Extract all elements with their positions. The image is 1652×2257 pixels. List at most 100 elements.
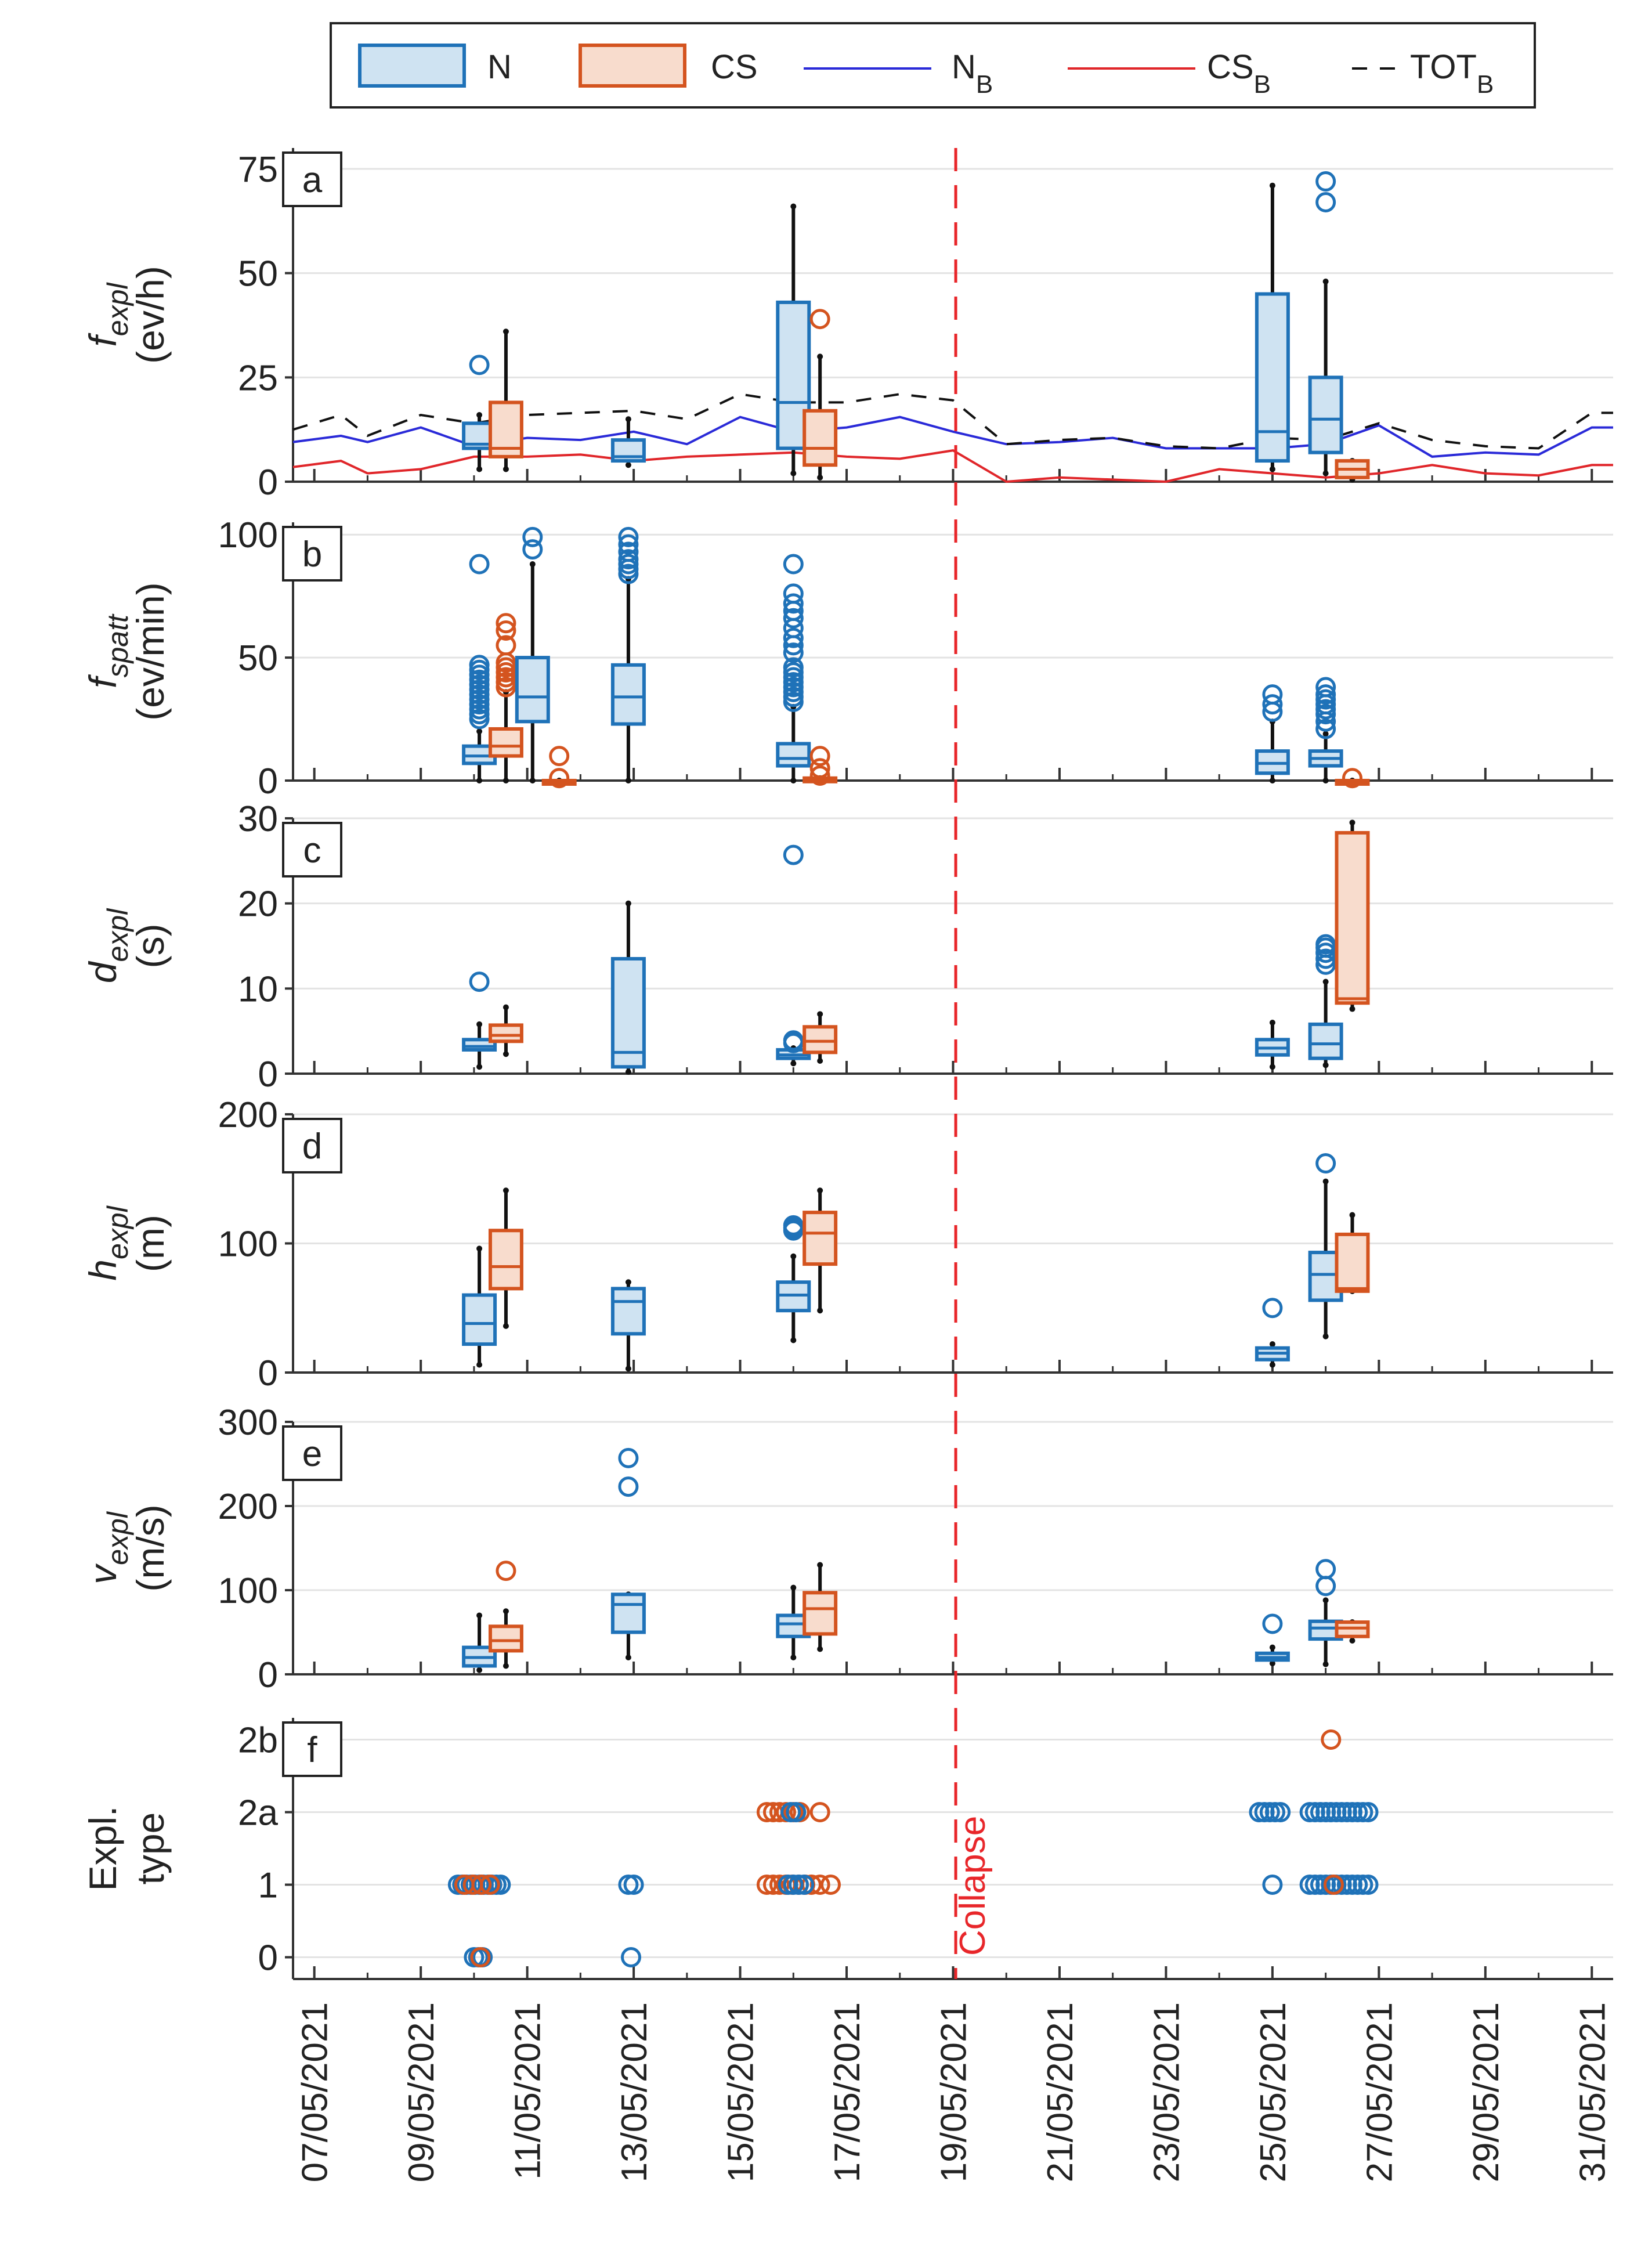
type-point-n: [1264, 1802, 1285, 1822]
whisker-cap: [625, 900, 631, 907]
outlier-point: [496, 613, 516, 634]
whisker-cap: [503, 1051, 509, 1057]
outlier-point: [1315, 1559, 1336, 1580]
panel-a: 0 25 50 75 fexpl(ev/h) a: [81, 148, 1613, 503]
outlier-point: [809, 309, 830, 330]
box-cs: [802, 1187, 838, 1314]
type-point-n: [783, 1875, 804, 1895]
whisker-cap: [1269, 182, 1275, 189]
panel-label-box: [282, 151, 342, 207]
outlier-point: [1262, 684, 1283, 705]
y-tick-label: 0: [258, 1055, 278, 1095]
whisker-cap: [503, 1608, 509, 1615]
outlier-point: [469, 554, 490, 575]
outlier-point: [618, 541, 639, 562]
whisker-cap: [503, 778, 509, 783]
y-axis-unit: (ev/min): [129, 582, 172, 720]
outlier-point: [783, 642, 804, 663]
panel-label-box: [282, 1425, 342, 1481]
box-n: [610, 1279, 646, 1372]
x-tick-label: 17/05/2021: [827, 2002, 867, 2182]
type-point-n: [1347, 1875, 1368, 1895]
outlier-point: [618, 526, 639, 547]
box-iqr: [610, 663, 646, 726]
box-cs: [1335, 1619, 1370, 1644]
box-n: [610, 526, 646, 783]
type-point-cs: [762, 1875, 783, 1895]
outlier-point: [469, 972, 490, 992]
type-point-n: [1262, 1875, 1283, 1895]
y-tick-label: 300: [218, 1403, 278, 1443]
box-n: [776, 1215, 811, 1344]
panel-label-box: [282, 822, 342, 877]
box-iqr: [802, 1211, 838, 1266]
whisker-cap: [1349, 819, 1355, 826]
whisker-cap: [529, 778, 536, 783]
whisker-cap: [790, 1337, 797, 1344]
whisker-cap: [625, 1279, 631, 1285]
box-iqr: [1335, 1232, 1370, 1293]
outlier-point: [809, 758, 830, 779]
type-point-n: [621, 1947, 642, 1967]
whisker-cap: [1322, 1661, 1329, 1667]
type-point-cs: [756, 1802, 777, 1822]
box-cs: [488, 1561, 523, 1669]
box-iqr: [610, 1287, 646, 1336]
outlier-point: [1315, 718, 1336, 739]
type-point-cs: [769, 1875, 790, 1895]
outlier-point: [783, 583, 804, 604]
whisker-cap: [817, 474, 823, 481]
x-tick-label: 11/05/2021: [508, 2002, 548, 2180]
panel-b: 0 50 100 fspatt(ev/min) b: [81, 515, 1613, 801]
type-point-cs: [820, 1875, 841, 1895]
box-cs: [488, 328, 523, 472]
whisker-cap: [790, 1584, 797, 1591]
outlier-point: [618, 549, 639, 570]
whisker-cap: [503, 328, 509, 335]
x-tick-label: 29/05/2021: [1466, 2002, 1506, 2182]
box-n: [1255, 1020, 1290, 1070]
outlier-point: [1315, 171, 1336, 192]
type-point-n: [1347, 1802, 1368, 1822]
x-tick-label: 07/05/2021: [295, 2002, 335, 2182]
outlier-point: [618, 1476, 639, 1497]
whisker-cap: [817, 1187, 823, 1194]
outlier-point: [1315, 1153, 1336, 1174]
outlier-point: [469, 355, 490, 375]
box-iqr: [462, 1293, 497, 1346]
box-n: [1308, 934, 1343, 1068]
outlier-point: [496, 635, 516, 656]
box-iqr: [1308, 375, 1343, 454]
box-cs: [541, 746, 577, 789]
box-iqr: [610, 1592, 646, 1634]
type-point-cs: [1323, 1875, 1344, 1895]
box-iqr: [488, 1229, 523, 1291]
y-tick-label: 100: [218, 515, 278, 555]
whisker-cap: [503, 1187, 509, 1194]
legend-label-totb: TOTB: [1410, 48, 1494, 99]
box-n: [462, 1612, 497, 1673]
y-axis-unit: type: [129, 1812, 172, 1885]
box-n: [462, 972, 497, 1070]
panel-f: 0 1 2a 2b Expl. type f: [81, 1718, 1613, 1980]
panel-label-box: [282, 1118, 342, 1173]
whisker-cap: [1269, 1020, 1275, 1025]
box-n: [1308, 171, 1343, 476]
y-axis-label: fspatt: [81, 613, 134, 688]
outlier-point: [783, 554, 804, 575]
whisker-cap: [476, 412, 483, 418]
type-point-n: [1259, 1802, 1280, 1822]
outlier-point: [549, 746, 570, 767]
outlier-point: [496, 1561, 516, 1581]
x-tick-label: 21/05/2021: [1040, 2002, 1080, 2182]
box-n: [1308, 1559, 1343, 1667]
y-axis-label: vexpl: [81, 1511, 134, 1584]
y-axis-unit: (m/s): [129, 1504, 172, 1591]
y-axis-unit: (s): [129, 924, 172, 969]
box-n: [776, 554, 811, 783]
whisker-cap: [476, 778, 483, 783]
y-tick-label: 1: [258, 1866, 278, 1906]
whisker-cap: [625, 1366, 631, 1372]
whisker-cap: [1269, 466, 1275, 472]
type-point-n: [780, 1802, 801, 1822]
